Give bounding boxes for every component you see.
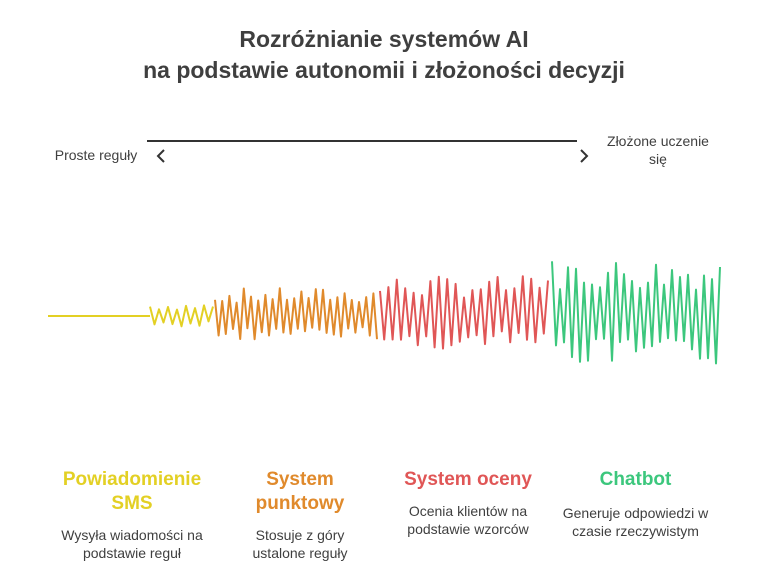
chevron-left-icon (156, 149, 165, 163)
stage-chatbot-description: Generuje odpowiedzi w czasie rzeczywisty… (562, 505, 709, 539)
wave-segment-points (214, 287, 378, 341)
stage-chatbot-name: Chatbot (599, 469, 672, 490)
stage-chatbot: Chatbot Generuje odpowiedzi w czasie rze… (558, 468, 713, 540)
stage-scoring-name: System oceny (404, 469, 532, 490)
stage-sms-description: Wysyła wiadomości na podstawie reguł (61, 527, 203, 561)
axis-right-label: Złożone uczenie się (607, 133, 709, 167)
stage-sms: Powiadomienie SMS Wysyła wiadomości na p… (52, 468, 212, 562)
axis-left-label: Proste reguły (54, 147, 138, 163)
wave-segment-scoring (379, 275, 549, 350)
stage-scoring: System oceny Ocenia klientów na podstawi… (388, 468, 548, 538)
title-line-1: Rozróżnianie systemów AI (239, 26, 529, 52)
diagram-title: Rozróżnianie systemów AI na podstawie au… (0, 24, 768, 86)
wave-segment-chatbot (551, 261, 721, 365)
stage-points-name: System punktowy (255, 469, 345, 514)
wave-segment-sms (149, 304, 214, 328)
stage-sms-name: Powiadomienie SMS (62, 469, 202, 514)
title-line-2: na podstawie autonomii i złożoności decy… (143, 57, 625, 83)
stage-points-description: Stosuje z góry ustalone reguły (252, 527, 348, 561)
chevron-right-icon (580, 149, 589, 163)
stage-scoring-description: Ocenia klientów na podstawie wzorców (407, 503, 529, 537)
stage-points: System punktowy Stosuje z góry ustalone … (237, 468, 363, 562)
signal-waveform (48, 261, 721, 365)
